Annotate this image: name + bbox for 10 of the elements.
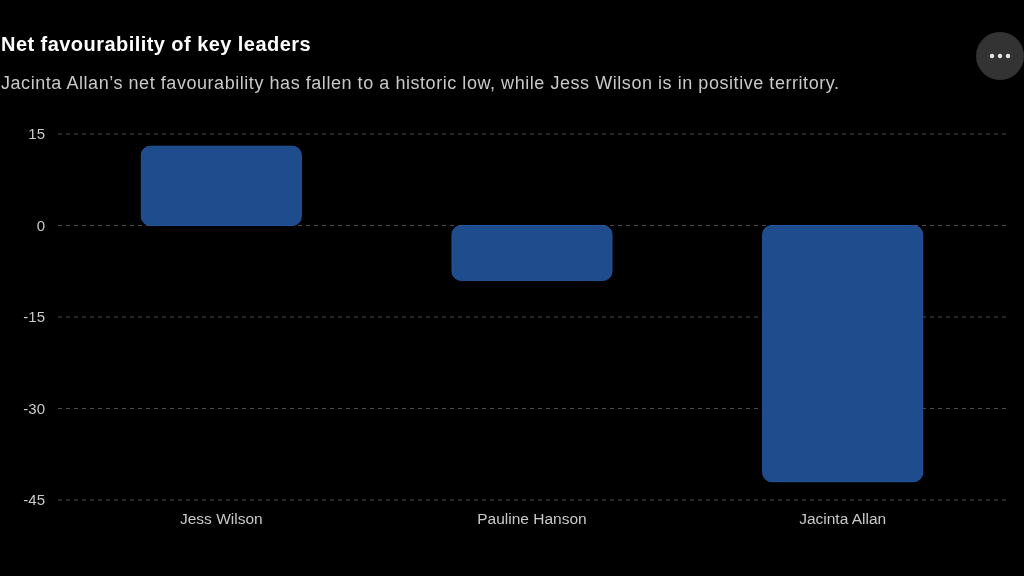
- x-tick-label: Pauline Hanson: [477, 510, 587, 527]
- y-tick-label: -30: [23, 399, 45, 417]
- x-tick-label: Jacinta Allan: [799, 510, 887, 527]
- y-tick-label: -45: [23, 491, 45, 509]
- x-tick-label: Jess Wilson: [179, 510, 263, 527]
- y-tick-label: 0: [36, 216, 45, 234]
- y-tick-label: -15: [23, 308, 45, 326]
- y-tick-label: 15: [28, 125, 45, 143]
- chart-title: Net favourability of key leaders: [1, 33, 312, 55]
- chart-subtitle: Jacinta Allan’s net favourability has fallen to a historic low, while Jess Wilson is in positive territory.: [1, 73, 840, 93]
